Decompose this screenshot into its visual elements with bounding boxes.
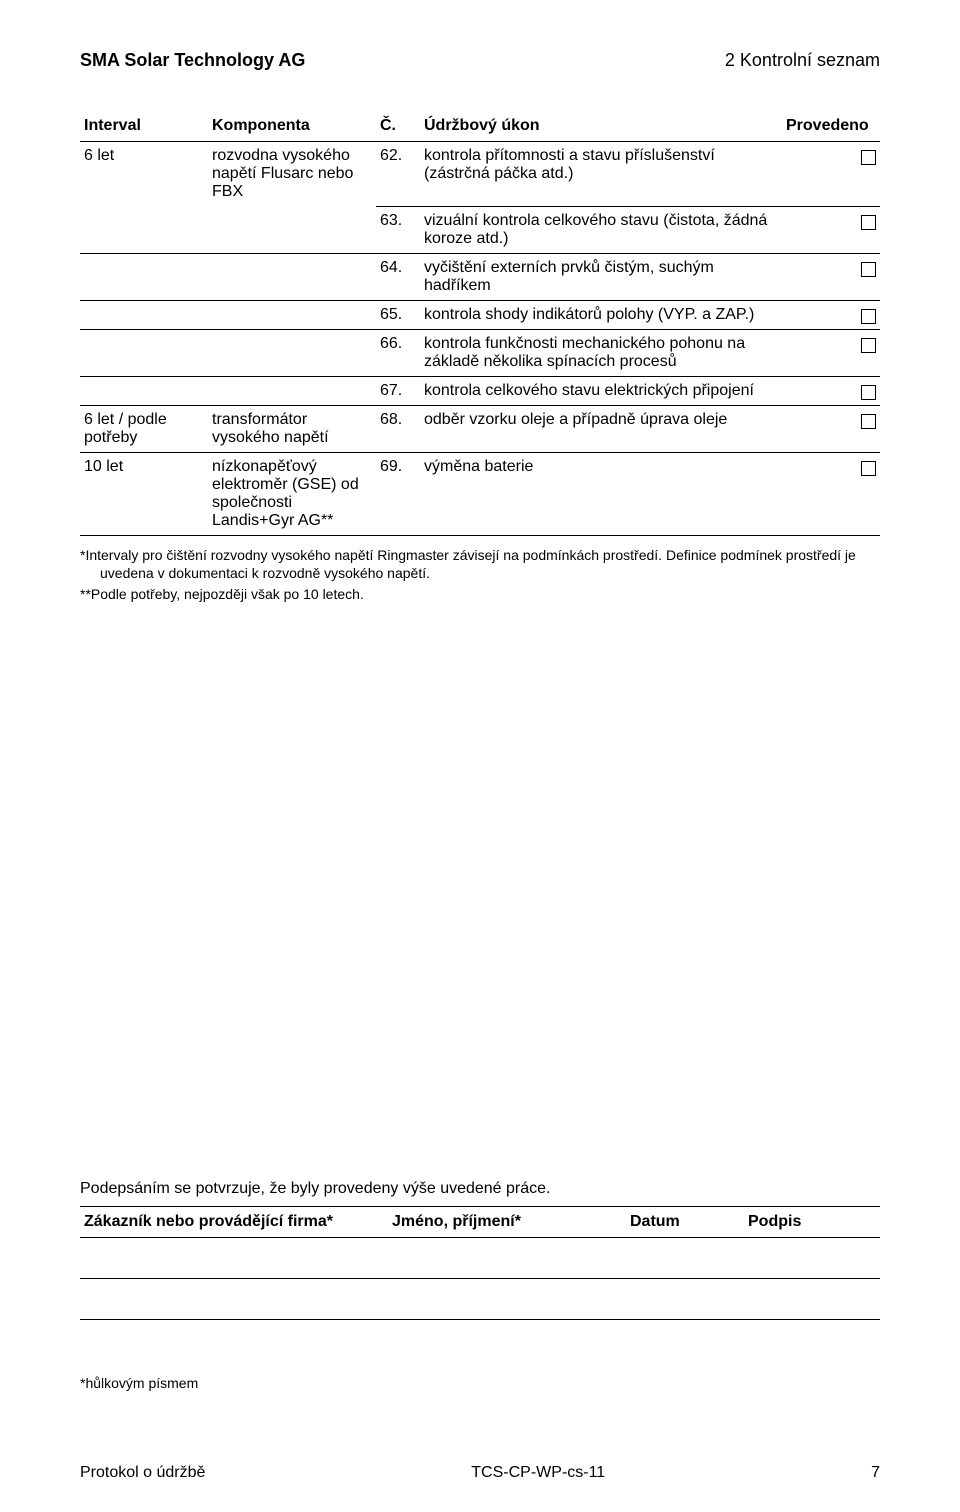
checkbox-icon[interactable]	[861, 414, 876, 429]
cell-task: vizuální kontrola celkového stavu (čisto…	[420, 206, 782, 253]
cell-interval	[80, 376, 208, 405]
footer-left: Protokol o údržbě	[80, 1464, 205, 1482]
checkbox-icon[interactable]	[861, 150, 876, 165]
th-task: Údržbový úkon	[420, 111, 782, 142]
table-row: 63.vizuální kontrola celkového stavu (či…	[80, 206, 880, 253]
checkbox-icon[interactable]	[861, 309, 876, 324]
cell-task: kontrola funkčnosti mechanického pohonu …	[420, 329, 782, 376]
table-row: 64.vyčištění externích prvků čistým, suc…	[80, 253, 880, 300]
table-row: 10 letnízkonapěťový elektroměr (GSE) od …	[80, 452, 880, 535]
cell-task: odběr vzorku oleje a případně úprava ole…	[420, 405, 782, 452]
page-footer: Protokol o údržbě TCS-CP-WP-cs-11 7	[80, 1464, 880, 1482]
checkbox-icon[interactable]	[861, 385, 876, 400]
cell-interval: 6 let	[80, 142, 208, 207]
cell-done	[782, 253, 880, 300]
cell-interval: 10 let	[80, 452, 208, 535]
signature-footnote: *hůlkovým písmem	[80, 1375, 880, 1391]
th-customer: Zákazník nebo provádějící firma*	[80, 1207, 388, 1238]
table-row: 67.kontrola celkového stavu elektrických…	[80, 376, 880, 405]
company-name: SMA Solar Technology AG	[80, 50, 305, 71]
cell-done	[782, 329, 880, 376]
section-title: 2 Kontrolní seznam	[725, 50, 880, 71]
th-date: Datum	[626, 1207, 744, 1238]
cell-number: 65.	[376, 300, 420, 329]
table-footnotes: *Intervaly pro čištění rozvodny vysokého…	[80, 546, 880, 605]
footer-center: TCS-CP-WP-cs-11	[471, 1464, 605, 1482]
table-row: 6 letrozvodna vysokého napětí Flusarc ne…	[80, 142, 880, 207]
checkbox-icon[interactable]	[861, 215, 876, 230]
cell-number: 67.	[376, 376, 420, 405]
th-name: Jméno, příjmení*	[388, 1207, 626, 1238]
maintenance-table: Interval Komponenta Č. Údržbový úkon Pro…	[80, 111, 880, 536]
cell-number: 62.	[376, 142, 420, 207]
table-row: 65.kontrola shody indikátorů polohy (VYP…	[80, 300, 880, 329]
signature-row	[80, 1238, 880, 1279]
cell-component: transformátor vysokého napětí	[208, 405, 376, 452]
cell-component	[208, 329, 376, 376]
cell-done	[782, 206, 880, 253]
cell-done	[782, 142, 880, 207]
cell-task: kontrola přítomnosti a stavu příslušenst…	[420, 142, 782, 207]
cell-number: 64.	[376, 253, 420, 300]
footnote-2: **Podle potřeby, nejpozději však po 10 l…	[100, 585, 880, 604]
cell-interval	[80, 253, 208, 300]
cell-number: 63.	[376, 206, 420, 253]
checkbox-icon[interactable]	[861, 338, 876, 353]
cell-task: kontrola shody indikátorů polohy (VYP. a…	[420, 300, 782, 329]
cell-task: kontrola celkového stavu elektrických př…	[420, 376, 782, 405]
cell-done	[782, 405, 880, 452]
signature-section: Podepsáním se potvrzuje, že byly provede…	[80, 1180, 880, 1391]
th-component: Komponenta	[208, 111, 376, 142]
cell-interval	[80, 300, 208, 329]
checkbox-icon[interactable]	[861, 262, 876, 277]
table-row: 6 let / podle potřebytransformátor vysok…	[80, 405, 880, 452]
signature-table: Zákazník nebo provádějící firma* Jméno, …	[80, 1206, 880, 1320]
table-row: 66.kontrola funkčnosti mechanického poho…	[80, 329, 880, 376]
page-header: SMA Solar Technology AG 2 Kontrolní sezn…	[80, 50, 880, 71]
cell-task: výměna baterie	[420, 452, 782, 535]
signature-intro: Podepsáním se potvrzuje, že byly provede…	[80, 1180, 880, 1198]
th-number: Č.	[376, 111, 420, 142]
cell-done	[782, 452, 880, 535]
th-sign: Podpis	[744, 1207, 880, 1238]
cell-done	[782, 300, 880, 329]
th-done: Provedeno	[782, 111, 880, 142]
cell-component	[208, 206, 376, 253]
cell-number: 66.	[376, 329, 420, 376]
cell-interval	[80, 206, 208, 253]
signature-row	[80, 1279, 880, 1320]
cell-interval: 6 let / podle potřeby	[80, 405, 208, 452]
cell-component: nízkonapěťový elektroměr (GSE) od společ…	[208, 452, 376, 535]
cell-component	[208, 253, 376, 300]
cell-component: rozvodna vysokého napětí Flusarc nebo FB…	[208, 142, 376, 207]
cell-done	[782, 376, 880, 405]
cell-interval	[80, 329, 208, 376]
cell-number: 68.	[376, 405, 420, 452]
footer-right: 7	[871, 1464, 880, 1482]
cell-task: vyčištění externích prvků čistým, suchým…	[420, 253, 782, 300]
cell-component	[208, 300, 376, 329]
footnote-1: *Intervaly pro čištění rozvodny vysokého…	[100, 546, 880, 584]
cell-number: 69.	[376, 452, 420, 535]
cell-component	[208, 376, 376, 405]
checkbox-icon[interactable]	[861, 461, 876, 476]
th-interval: Interval	[80, 111, 208, 142]
